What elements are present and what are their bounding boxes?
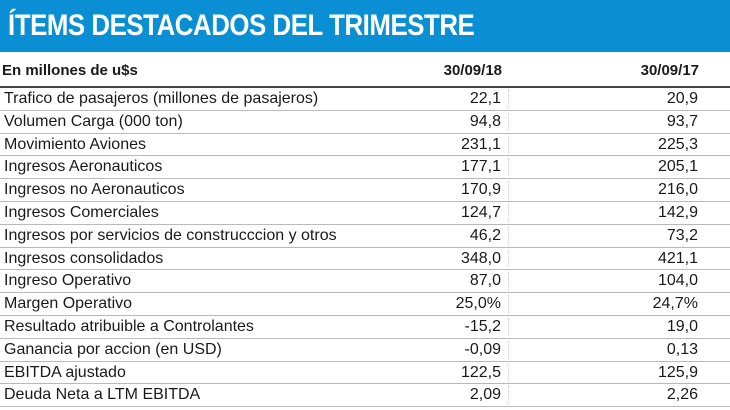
row-label: Margen Operativo [4,295,133,313]
value-2018: 177,1 [460,158,501,176]
value-2017: 20,9 [666,90,698,107]
table-row: Trafico de pasajeros (millones de pasaje… [0,88,730,111]
value-2017: 19,0 [666,317,698,335]
table-row: Ingreso Operativo 87,0 104,0 [0,270,730,294]
column-header-2017: 30/09/17 [640,62,699,79]
table-row: Resultado atribuible a Controlantes -15,2… [0,316,730,339]
row-label: Ganancia por accion (en USD) [4,340,222,358]
value-2018: -0,09 [464,340,501,358]
page-title: ÍTEMS DESTACADOS DEL TRIMESTRE [8,9,475,42]
value-2018: 231,1 [460,135,501,153]
value-2017: 104,0 [657,272,698,290]
table-body: Trafico de pasajeros (millones de pasaje… [0,88,730,408]
value-2017: 205,1 [657,158,698,176]
row-label: Ingresos consolidados [4,249,164,267]
table-row: Deuda Neta a LTM EBITDA 2,09 2,26 [0,384,730,408]
value-2018: 25,0% [455,295,501,313]
value-2018: 124,7 [460,203,501,221]
row-label: Deuda Neta a LTM EBITDA [4,386,201,404]
value-2017: 225,3 [657,135,698,153]
value-2017: 216,0 [657,181,698,199]
row-label: Ingresos Aeronauticos [4,158,163,176]
table-row: Ingresos Comerciales 124,7 142,9 [0,202,730,225]
table-row: Ingresos no Aeronauticos 170,9 216,0 [0,179,730,202]
row-label: EBITDA ajustado [4,363,126,381]
table-row: Volumen Carga (000 ton) 94,8 93,7 [0,111,730,134]
table-row: Margen Operativo 25,0% 24,7% [0,293,730,316]
table-row: Ingresos consolidados 348,0 421,1 [0,248,730,271]
value-2018: 87,0 [469,272,501,290]
value-2017: 93,7 [666,112,698,130]
table-row: Ingresos Aeronauticos 177,1 205,1 [0,156,730,180]
value-2017: 142,9 [657,203,698,221]
value-2018: 94,8 [469,112,501,130]
value-2018: 122,5 [460,363,501,381]
value-2018: 46,2 [469,226,501,244]
value-2018: 348,0 [460,249,501,267]
row-label: Trafico de pasajeros (millones de pasaje… [4,90,319,107]
row-label: Resultado atribuible a Controlantes [4,317,254,335]
row-label: Ingresos por servicios de construcccion … [4,226,337,244]
table-header: En millones de u$s 30/09/18 30/09/17 [0,52,730,88]
value-2017: 2,26 [666,386,698,404]
row-label: Ingresos no Aeronauticos [4,181,185,199]
value-2017: 0,13 [666,340,698,358]
table-row: Ingresos por servicios de construcccion … [0,225,730,248]
table-row: EBITDA ajustado 122,5 125,9 [0,362,730,385]
value-2017: 24,7% [652,295,698,313]
row-label: Ingreso Operativo [4,272,132,290]
table-row: Movimiento Aviones 231,1 225,3 [0,134,730,157]
column-header-2018: 30/09/18 [443,62,502,79]
value-2018: 22,1 [469,90,501,107]
value-2017: 125,9 [657,363,698,381]
table-row: Ganancia por accion (en USD) -0,09 0,13 [0,339,730,362]
unit-label: En millones de u$s [2,62,138,79]
value-2018: 2,09 [469,386,501,404]
value-2017: 421,1 [657,249,698,267]
row-label: Volumen Carga (000 ton) [4,112,183,130]
title-banner: ÍTEMS DESTACADOS DEL TRIMESTRE [0,0,730,52]
value-2018: -15,2 [464,317,501,335]
value-2017: 73,2 [666,226,698,244]
row-label: Ingresos Comerciales [4,203,159,221]
value-2018: 170,9 [460,181,501,199]
row-label: Movimiento Aviones [4,135,146,153]
